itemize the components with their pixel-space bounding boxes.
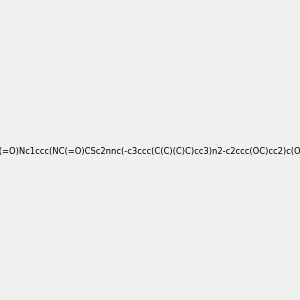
Text: CC(=O)Nc1ccc(NC(=O)CSc2nnc(-c3ccc(C(C)(C)C)cc3)n2-c2ccc(OC)cc2)c(OC)c1: CC(=O)Nc1ccc(NC(=O)CSc2nnc(-c3ccc(C(C)(C…: [0, 147, 300, 156]
